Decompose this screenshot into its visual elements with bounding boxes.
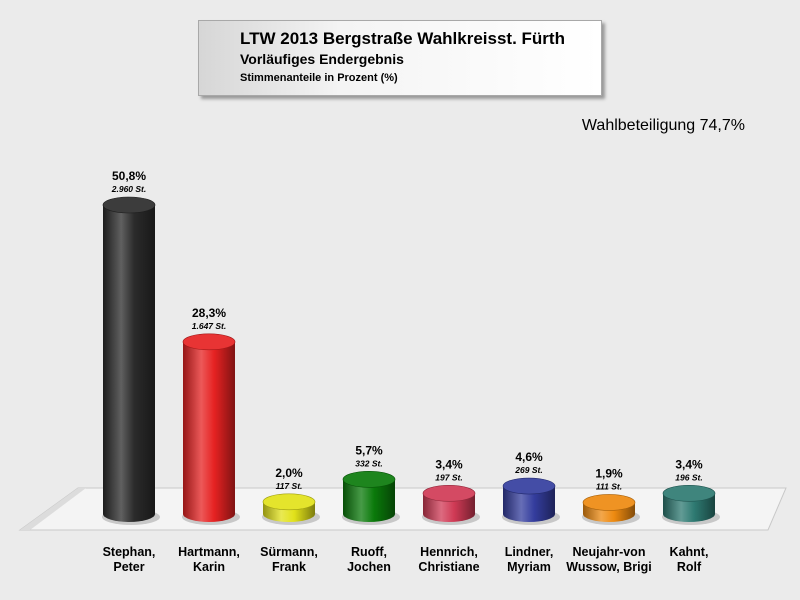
category-label: Sürmann,: [260, 545, 318, 559]
bar-top: [182, 333, 236, 351]
bar-top: [422, 485, 476, 502]
category-label: Rolf: [677, 560, 702, 574]
bar-body: [183, 341, 235, 522]
bar: [662, 485, 720, 525]
bar-top: [662, 485, 716, 502]
votes-label: 269 St.: [514, 465, 542, 475]
votes-label: 332 St.: [355, 458, 382, 468]
category-label: Ruoff,: [351, 545, 387, 559]
value-label: 5,7%: [355, 443, 383, 457]
bar: [182, 333, 240, 525]
bars-group: [102, 196, 720, 525]
category-label: Karin: [193, 560, 225, 574]
bar-body: [503, 486, 555, 522]
bar: [422, 485, 480, 525]
value-label: 3,4%: [435, 457, 463, 471]
chart-axis-description: Stimmenanteile in Prozent (%): [240, 72, 398, 84]
chart-title-box: LTW 2013 Bergstraße Wahlkreisst. Fürth V…: [198, 20, 602, 96]
bar-top: [342, 471, 396, 488]
category-label: Christiane: [418, 560, 479, 574]
votes-label: 196 St.: [675, 472, 702, 482]
bar: [102, 196, 160, 525]
bar: [502, 477, 560, 525]
value-label: 3,4%: [675, 457, 703, 471]
value-label: 1,9%: [595, 466, 623, 480]
category-label: Kahnt,: [670, 545, 709, 559]
category-label: Stephan,: [103, 545, 156, 559]
bar: [262, 493, 320, 525]
labels-group: 50,8%2.960 St. Stephan,Peter 28,3%1.647 St…: [103, 169, 709, 574]
category-label: Wussow, Brigi: [566, 560, 651, 574]
category-label: Hennrich,: [420, 545, 478, 559]
votes-label: 117 St.: [276, 481, 303, 491]
category-label: Peter: [113, 560, 144, 574]
chart-subtitle: Vorläufiges Endergebnis: [240, 51, 404, 67]
chart-title: LTW 2013 Bergstraße Wahlkreisst. Fürth: [240, 29, 565, 48]
value-label: 4,6%: [515, 450, 543, 464]
bar: [582, 494, 640, 525]
bar: [342, 471, 400, 525]
category-label: Hartmann,: [178, 545, 240, 559]
category-label: Frank: [272, 560, 306, 574]
turnout-label: Wahlbeteiligung 74,7%: [581, 117, 745, 134]
votes-label: 2.960 St.: [111, 184, 147, 194]
votes-label: 1.647 St.: [192, 321, 227, 331]
category-label: Lindner,: [505, 545, 554, 559]
bar-top: [502, 477, 556, 495]
bar-top: [102, 196, 156, 214]
votes-label: 111 St.: [596, 481, 622, 491]
category-label: Jochen: [347, 560, 391, 574]
bar-top: [582, 494, 636, 511]
category-label: Myriam: [507, 560, 551, 574]
chart-floor-shade: [20, 488, 86, 530]
bar-top: [262, 493, 316, 511]
value-label: 2,0%: [275, 466, 303, 480]
value-label: 50,8%: [112, 169, 146, 183]
bar-body: [343, 479, 395, 522]
category-label: Neujahr-von: [573, 545, 646, 559]
value-label: 28,3%: [192, 306, 226, 320]
bar-body: [103, 205, 155, 522]
votes-label: 197 St.: [435, 472, 462, 482]
